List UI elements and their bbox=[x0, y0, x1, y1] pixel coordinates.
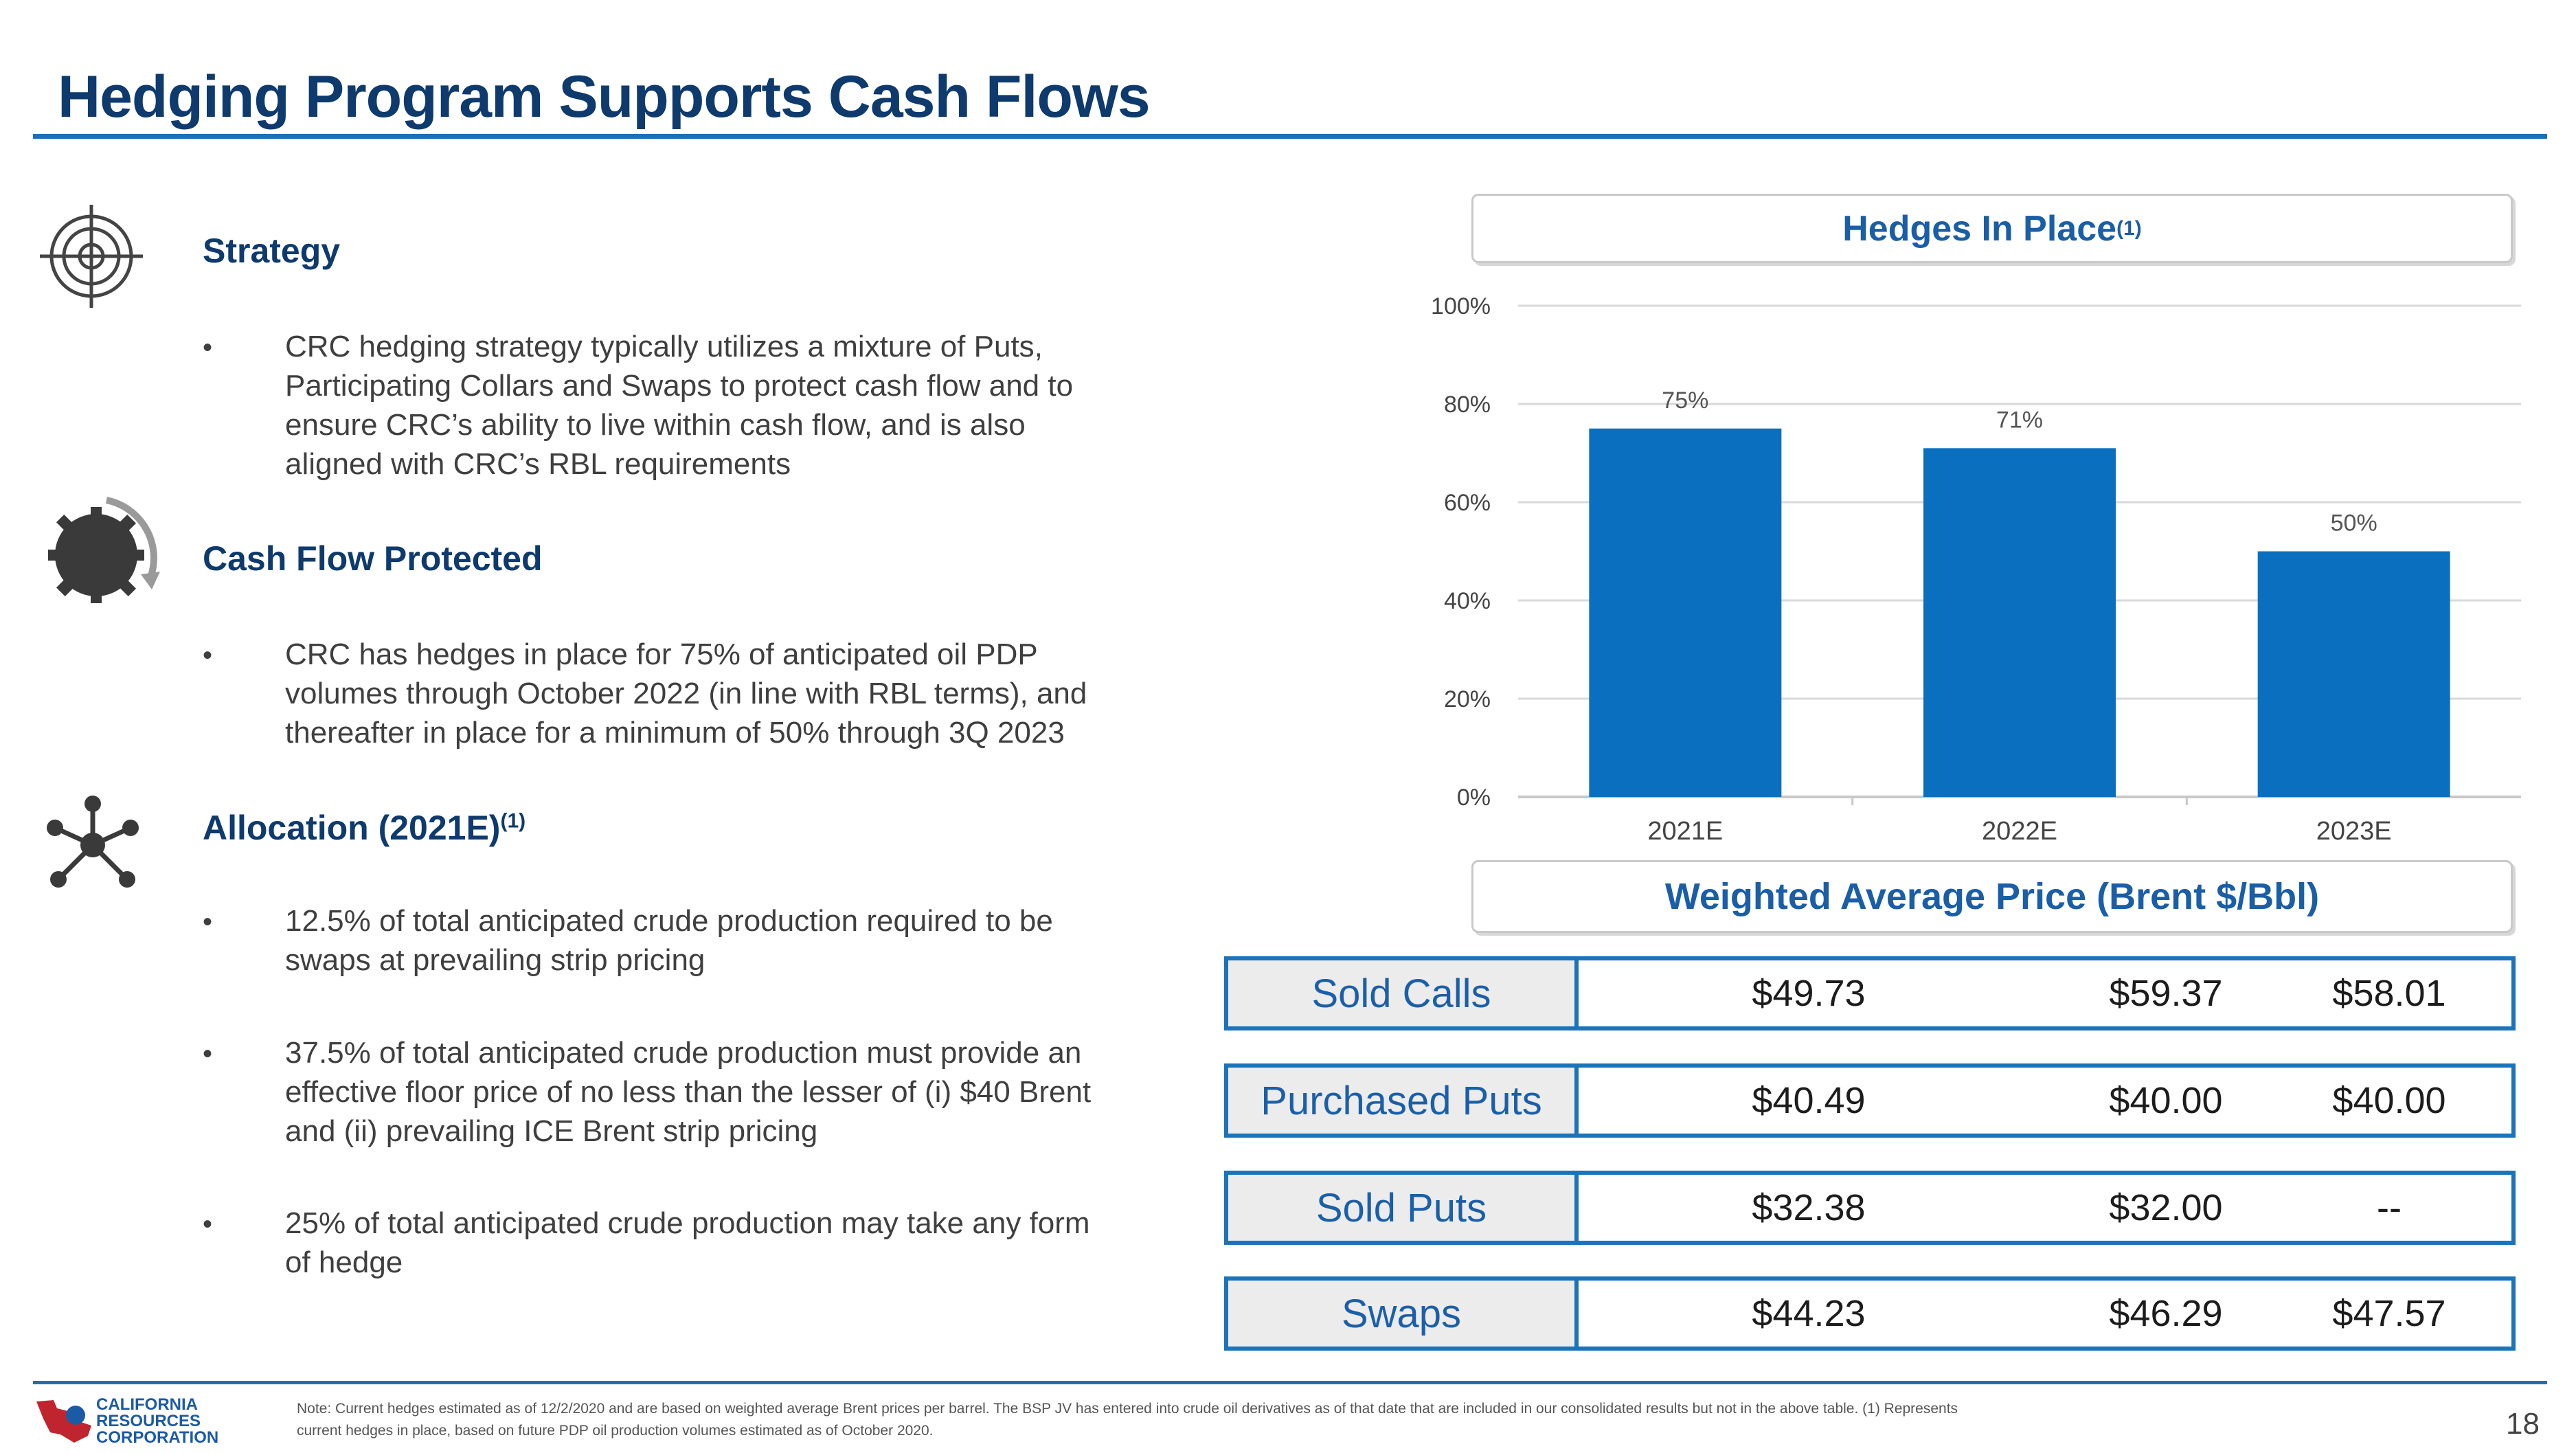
value-cell: $46.29 bbox=[2109, 1293, 2223, 1334]
company-logo-icon bbox=[33, 1395, 95, 1450]
title-divider bbox=[33, 134, 2547, 139]
footer-divider bbox=[33, 1381, 2547, 1384]
y-tick-label: 20% bbox=[1444, 686, 1491, 712]
y-tick-label: 40% bbox=[1444, 588, 1491, 614]
y-tick-label: 60% bbox=[1444, 490, 1491, 516]
target-icon bbox=[33, 198, 150, 315]
price-table-header: Weighted Average Price (Brent $/Bbl) bbox=[1471, 860, 2513, 933]
value-cell: $49.73 bbox=[1752, 973, 1866, 1014]
table-row: Swaps $44.23 $46.29 $47.57 bbox=[1224, 1276, 2516, 1351]
data-label: 50% bbox=[2331, 510, 2377, 537]
value-cell: $32.38 bbox=[1752, 1187, 1866, 1228]
footnote: Note: Current hedges estimated as of 12/… bbox=[297, 1401, 1958, 1439]
page-number: 18 bbox=[2506, 1407, 2540, 1441]
value-cell: $44.23 bbox=[1752, 1293, 1866, 1334]
value-cell: $32.00 bbox=[2109, 1187, 2223, 1228]
row-label: Purchased Puts bbox=[1228, 1068, 1579, 1134]
y-tick-label: 80% bbox=[1444, 392, 1491, 418]
x-tick-label: 2021E bbox=[1647, 817, 1723, 846]
data-label: 75% bbox=[1662, 387, 1708, 414]
row-label: Swaps bbox=[1228, 1281, 1579, 1347]
bullet-text: 37.5% of total anticipated crude product… bbox=[285, 1036, 1092, 1148]
bar bbox=[1923, 448, 2116, 797]
x-tick-label: 2022E bbox=[1982, 817, 2057, 846]
bullet-text: 25% of total anticipated crude productio… bbox=[285, 1206, 1090, 1279]
chart-header: Hedges In Place (1) bbox=[1471, 194, 2513, 263]
table-row: Sold Calls $49.73 $59.37 $58.01 bbox=[1224, 956, 2516, 1030]
gear-cycle-icon bbox=[31, 486, 160, 603]
hedges-bar-chart: 0% 20% 40% 60% 80% 100% 75% 2021E 71% 2022E 50% 202… bbox=[1431, 293, 2521, 846]
bullet-marker: • bbox=[203, 333, 213, 363]
bullet-text: CRC hedging strategy typically utilizes … bbox=[285, 330, 1074, 481]
bar bbox=[1589, 428, 1782, 797]
bullet-marker: • bbox=[203, 1039, 213, 1069]
row-label: Sold Calls bbox=[1228, 960, 1579, 1026]
row-label: Sold Puts bbox=[1228, 1175, 1579, 1241]
data-label: 71% bbox=[1996, 407, 2043, 433]
y-tick-label: 0% bbox=[1457, 785, 1491, 811]
value-cell: $40.00 bbox=[2109, 1080, 2223, 1121]
y-tick-label: 100% bbox=[1431, 293, 1491, 319]
bullet-marker: • bbox=[203, 907, 213, 937]
value-cell: $58.01 bbox=[2332, 973, 2446, 1014]
bullet-text: CRC has hedges in place for 75% of antic… bbox=[285, 638, 1087, 750]
section-heading-allocation: Allocation (2021E)(1) bbox=[203, 809, 526, 847]
bullet-marker: • bbox=[203, 640, 213, 671]
bullet-marker: • bbox=[203, 1209, 213, 1239]
network-icon bbox=[38, 790, 155, 907]
value-cell: $47.57 bbox=[2332, 1293, 2446, 1334]
section-heading-cash-flow: Cash Flow Protected bbox=[203, 539, 543, 578]
value-cell: $40.49 bbox=[1752, 1080, 1866, 1121]
page-title: Hedging Program Supports Cash Flows bbox=[58, 64, 1151, 130]
value-cell: -- bbox=[2377, 1187, 2402, 1228]
value-cell: $59.37 bbox=[2109, 973, 2223, 1014]
x-tick-label: 2023E bbox=[2316, 817, 2392, 846]
section-heading-strategy: Strategy bbox=[203, 232, 341, 270]
table-row: Sold Puts $32.38 $32.00 -- bbox=[1224, 1171, 2516, 1245]
company-logo-text: CALIFORNIA RESOURCES CORPORATION bbox=[96, 1395, 219, 1447]
bullet-text: 12.5% of total anticipated crude product… bbox=[285, 904, 1053, 977]
value-cell: $40.00 bbox=[2332, 1080, 2446, 1121]
bar bbox=[2257, 551, 2450, 797]
table-row: Purchased Puts $40.49 $40.00 $40.00 bbox=[1224, 1063, 2516, 1138]
